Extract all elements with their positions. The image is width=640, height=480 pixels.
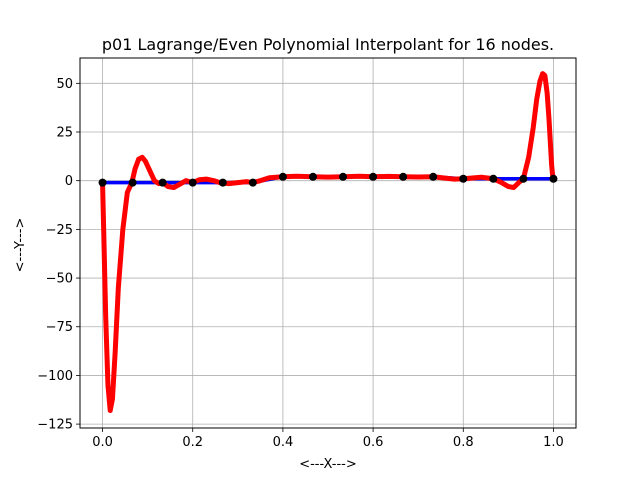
x-tick-label: 0.4 <box>273 435 294 450</box>
grid <box>80 58 576 428</box>
y-tick-label: 0 <box>65 174 73 189</box>
data-node-marker <box>308 172 317 181</box>
y-axis-label: <---Y---> <box>13 218 28 273</box>
ticks: 0.0 0.2 0.4 0.6 0.8 1.0 −125 −100 −75 −50 −25 0 25 50 <box>37 77 564 450</box>
data-node-marker <box>98 178 107 187</box>
data-node-marker <box>399 172 408 181</box>
data-node-marker <box>218 178 227 187</box>
y-tick-label: −100 <box>37 369 73 384</box>
data-node-marker <box>369 172 378 181</box>
y-tick-label: −25 <box>46 223 73 238</box>
y-tick-label: −125 <box>37 418 73 433</box>
x-tick-label: 1.0 <box>543 435 564 450</box>
y-tick-label: −75 <box>46 320 73 335</box>
data-node-marker <box>549 174 558 183</box>
data-node-marker <box>429 172 438 181</box>
data-node-marker <box>128 178 137 187</box>
axes-frame <box>79 57 577 429</box>
x-axis-label: <---X---> <box>299 457 357 472</box>
x-tick-label: 0.0 <box>92 435 113 450</box>
x-tick-label: 0.8 <box>453 435 474 450</box>
data-node-marker <box>339 172 348 181</box>
data-node-marker <box>459 174 468 183</box>
y-tick-label: 50 <box>56 77 73 92</box>
chart-title: p01 Lagrange/Even Polynomial Interpolant… <box>102 35 554 54</box>
data-node-marker <box>519 174 528 183</box>
plot-series <box>98 71 558 413</box>
data-node-marker <box>158 178 167 187</box>
x-tick-label: 0.6 <box>363 435 384 450</box>
y-tick-label: −50 <box>46 272 73 287</box>
x-tick-label: 0.2 <box>182 435 203 450</box>
interpolant-curve-series <box>100 71 556 413</box>
y-tick-label: 25 <box>56 126 73 141</box>
data-node-marker <box>489 174 498 183</box>
data-node-marker <box>248 178 257 187</box>
data-node-marker <box>278 172 287 181</box>
data-node-marker <box>188 178 197 187</box>
